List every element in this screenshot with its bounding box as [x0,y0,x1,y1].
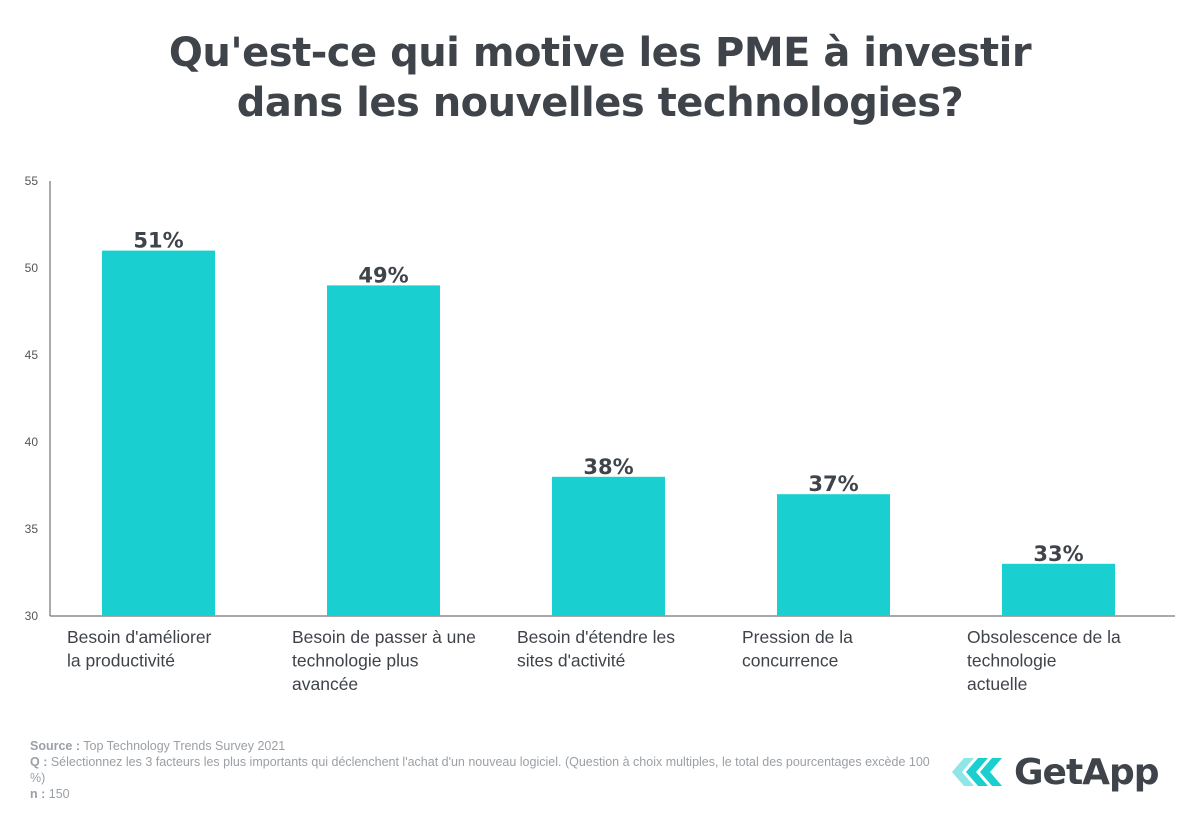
x-category-label-line: Pression de la [742,627,853,647]
data-label: 33% [1033,542,1083,566]
getapp-logo: GetApp [950,748,1170,796]
x-category-label-line: Besoin de passer à une [292,627,476,647]
x-category-label-line: avancée [292,674,358,694]
sample-size-note: n : 150 [30,786,930,802]
source-label: Source : [30,739,81,753]
getapp-logo-text: GetApp [1014,751,1160,793]
y-tick-label: 30 [25,609,39,623]
bar [1002,563,1115,616]
bar [327,285,440,616]
source-note: Source : Top Technology Trends Survey 20… [30,738,930,754]
y-tick-label: 55 [25,174,39,188]
bar [552,476,665,616]
x-category-label: Besoin d'améliorer la productivité [67,627,212,671]
question-text: Sélectionnez les 3 facteurs les plus imp… [30,755,930,785]
x-category-label-line: Obsolescence de la [967,627,1121,647]
y-tick-label: 45 [25,348,39,362]
data-label: 51% [133,229,183,253]
x-category-label: Obsolescence de la technologie actuelle [967,627,1121,694]
y-tick-label: 35 [25,522,39,536]
sample-size-text: 150 [45,787,70,801]
question-label: Q : [30,755,48,769]
x-category-label-line: actuelle [967,674,1027,694]
bar [777,494,890,616]
getapp-chevron-icon [952,758,1002,786]
bar-chart: 30 35 40 45 50 55 51% Besoin d'améliorer la prod… [25,174,1175,694]
x-category-label-line: technologie [967,651,1057,671]
x-category-label-line: Besoin d'améliorer [67,627,212,647]
y-tick-label: 50 [25,261,39,275]
source-text: Top Technology Trends Survey 2021 [80,739,286,753]
x-category-label-line: la productivité [67,651,175,671]
chart-title: Qu'est-ce qui motive les PME à investir … [0,28,1200,128]
sample-size-label: n : [30,787,46,801]
data-label: 49% [358,263,408,287]
question-note: Q : Sélectionnez les 3 facteurs les plus… [30,754,930,786]
chart-title-line-2: dans les nouvelles technologies? [236,80,964,126]
x-category-label: Besoin de passer à une technologie plus av… [292,627,476,694]
bar [102,250,215,616]
chart-footer: Source : Top Technology Trends Survey 20… [30,738,930,802]
x-category-label: Besoin d'étendre les sites d'activité [517,627,675,671]
x-category-label-line: Besoin d'étendre les [517,627,675,647]
x-category-label-line: concurrence [742,651,838,671]
data-label: 37% [808,472,858,496]
x-category-label-line: technologie plus [292,651,419,671]
x-category-label: Pression de la concurrence [742,627,853,671]
x-category-label-line: sites d'activité [517,651,625,671]
chart-title-line-1: Qu'est-ce qui motive les PME à investir [168,30,1032,76]
y-tick-label: 40 [25,435,39,449]
data-label: 38% [583,455,633,479]
